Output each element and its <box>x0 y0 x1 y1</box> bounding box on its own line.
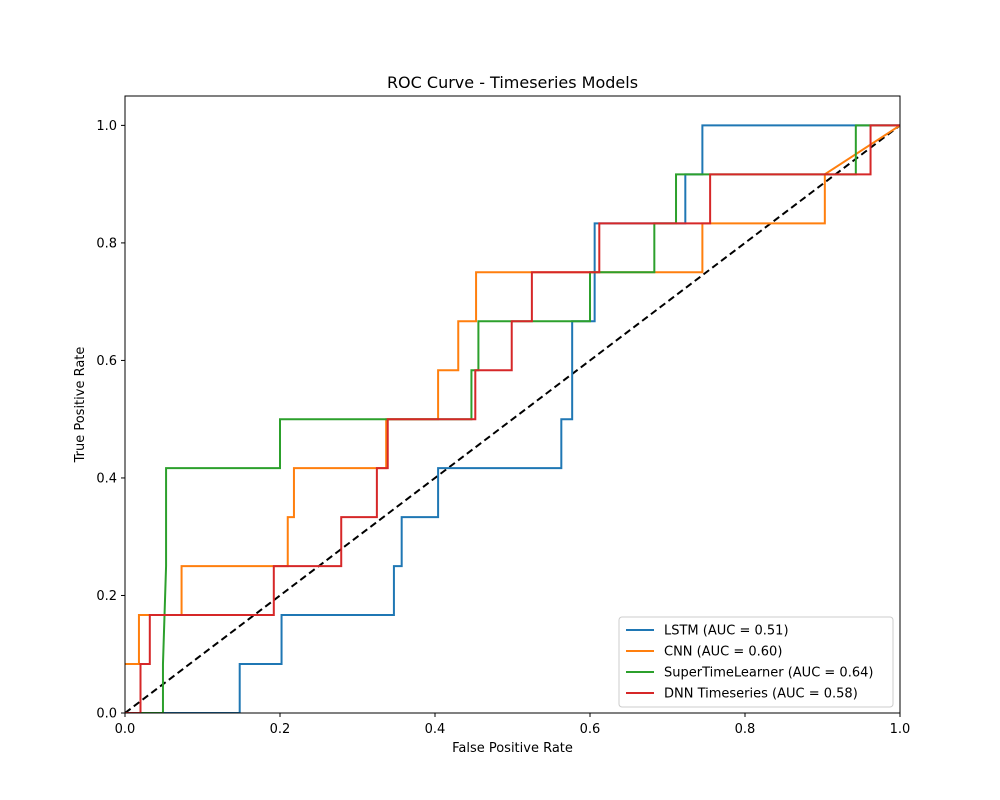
series-line-3 <box>125 124 900 713</box>
y-tick-label: 0.6 <box>96 354 117 369</box>
y-tick-label: 0.4 <box>96 471 117 486</box>
legend-label-3: DNN Timeseries (AUC = 0.58) <box>664 687 858 702</box>
series-group <box>125 124 900 713</box>
x-axis-label: False Positive Rate <box>452 741 573 756</box>
x-tick-label: 0.8 <box>735 722 756 737</box>
series-line-2 <box>125 124 900 713</box>
reference-diagonal-line <box>125 124 900 713</box>
y-tick-label: 0.2 <box>96 589 117 604</box>
plot-area: 0.0 0.2 0.4 0.6 0.8 1.0 0.0 0.2 0.4 0.6 0.8 1.0 <box>96 95 911 737</box>
series-line-0 <box>125 124 900 713</box>
x-tick-label: 0.2 <box>270 722 291 737</box>
x-tick-label: 0.4 <box>425 722 446 737</box>
x-tick-label: 0.6 <box>580 722 601 737</box>
legend-label-2: SuperTimeLearner (AUC = 0.64) <box>664 666 873 681</box>
axes-frame <box>124 95 901 714</box>
legend-label-1: CNN (AUC = 0.60) <box>664 645 782 660</box>
legend: LSTM (AUC = 0.51) CNN (AUC = 0.60) SuperTi… <box>618 616 894 708</box>
legend-label-0: LSTM (AUC = 0.51) <box>664 624 789 639</box>
y-tick-label: 1.0 <box>96 119 117 134</box>
legend-box <box>618 616 894 708</box>
y-axis-label: True Positive Rate <box>73 347 88 464</box>
y-tick-label: 0.0 <box>96 707 117 722</box>
chart-title: ROC Curve - Timeseries Models <box>387 73 638 92</box>
x-tick-label: 1.0 <box>890 722 911 737</box>
x-tick-label: 0.0 <box>115 722 136 737</box>
y-tick-label: 0.8 <box>96 236 117 251</box>
